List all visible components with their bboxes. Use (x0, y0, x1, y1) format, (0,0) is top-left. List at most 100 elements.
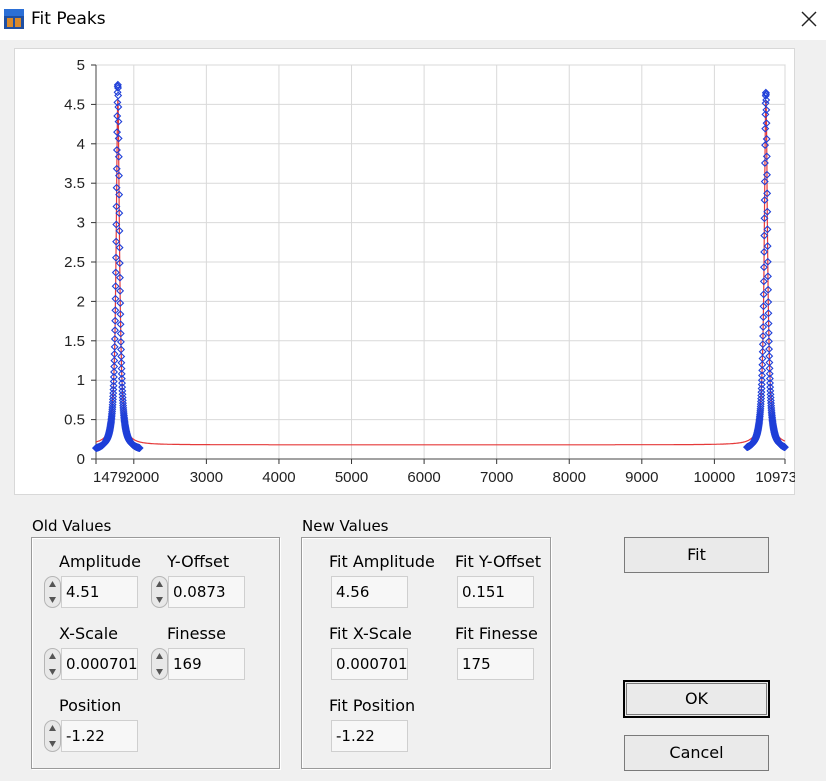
old-amplitude-spinner-icon[interactable] (44, 576, 61, 608)
data-point (115, 171, 123, 180)
x-tick-label: 10000 (694, 469, 736, 486)
y-tick-label: 3.5 (64, 175, 85, 192)
new-values-title: New Values (302, 517, 389, 535)
data-point (758, 347, 767, 356)
old-y-offset-label: Y-Offset (167, 552, 230, 571)
fit-x-scale-field[interactable]: 0.000701 (331, 648, 408, 680)
data-point (765, 369, 774, 378)
data-point (760, 214, 769, 223)
x-tick-label: 2000 (126, 469, 159, 486)
fit-button[interactable]: Fit (624, 537, 769, 573)
data-point (765, 374, 774, 383)
data-point (115, 259, 124, 268)
data-point (766, 383, 775, 392)
ok-button[interactable]: OK (623, 680, 770, 718)
data-point (758, 366, 767, 375)
old-values-group (31, 537, 280, 769)
data-point (114, 83, 123, 92)
fit-position-label: Fit Position (329, 696, 416, 715)
fit-x-scale-label: Fit X-Scale (329, 624, 412, 643)
data-point (114, 134, 123, 143)
data-point (767, 399, 775, 408)
data-point (761, 110, 770, 119)
data-point (116, 286, 125, 295)
old-amplitude-label: Amplitude (59, 552, 141, 571)
data-point (109, 392, 118, 401)
data-point (763, 225, 772, 234)
fit-line (95, 100, 786, 446)
data-point (764, 328, 773, 337)
data-point (758, 340, 767, 349)
data-point (759, 313, 768, 322)
old-y-offset-field[interactable]: 0.0873 (168, 576, 245, 608)
data-point (760, 159, 769, 168)
data-point (761, 124, 770, 133)
x-tick-label: 4000 (262, 469, 295, 486)
data-point (762, 152, 771, 161)
data-point (112, 202, 121, 211)
old-finesse-spinner-icon[interactable] (151, 648, 168, 680)
y-tick-label: 4 (77, 136, 85, 153)
data-point (116, 310, 125, 319)
data-point (758, 360, 767, 369)
data-point (118, 396, 127, 405)
data-point (112, 220, 121, 229)
old-y-offset-spinner-icon[interactable] (151, 576, 168, 608)
data-point (760, 177, 769, 186)
fit-position-field[interactable]: -1.22 (331, 720, 408, 752)
data-point (761, 141, 770, 150)
old-position-field[interactable]: -1.22 (61, 720, 138, 752)
data-point (112, 145, 121, 154)
fit-y-offset-field[interactable]: 0.151 (457, 576, 534, 608)
data-point (135, 444, 144, 453)
fit-amplitude-field[interactable]: 4.56 (331, 576, 408, 608)
data-point (111, 268, 120, 277)
data-point (763, 189, 772, 198)
data-point (765, 364, 774, 373)
data-point (763, 257, 772, 266)
data-point (119, 399, 127, 408)
x-tick-label: 9000 (625, 469, 658, 486)
old-finesse-label: Finesse (167, 624, 226, 643)
old-amplitude-field[interactable]: 4.51 (61, 576, 138, 608)
data-point (110, 350, 119, 358)
y-tick-label: 1.5 (64, 333, 85, 350)
y-tick-label: 1 (77, 372, 85, 389)
data-point (111, 282, 120, 291)
data-point (762, 105, 771, 114)
data-point (117, 374, 126, 383)
old-x-scale-field[interactable]: 0.000701 (61, 648, 138, 680)
cancel-button[interactable]: Cancel (624, 735, 769, 771)
data-point (759, 323, 768, 332)
data-point (109, 381, 118, 390)
data-point (113, 88, 122, 97)
data-point (763, 207, 772, 216)
x-tick-label: 1479 (93, 469, 126, 486)
data-point (111, 294, 120, 303)
data-point (764, 337, 773, 346)
data-point (109, 385, 118, 394)
data-point (757, 388, 766, 397)
data-point (757, 380, 766, 389)
data-point (759, 277, 768, 286)
old-position-spinner-icon[interactable] (44, 720, 61, 752)
data-point (114, 117, 123, 126)
data-point (116, 320, 125, 329)
data-point (118, 379, 127, 388)
x-tick-label: 7000 (480, 469, 513, 486)
data-point (115, 273, 124, 282)
data-point (110, 342, 119, 351)
old-finesse-field[interactable]: 169 (168, 648, 245, 680)
x-tick-label: 3000 (190, 469, 223, 486)
data-point (115, 209, 124, 218)
data-point (116, 337, 125, 346)
close-icon[interactable] (798, 8, 820, 30)
fit-finesse-field[interactable]: 175 (457, 648, 534, 680)
data-point (109, 372, 118, 381)
data-point (780, 443, 789, 452)
old-x-scale-spinner-icon[interactable] (44, 648, 61, 680)
data-point (115, 190, 124, 199)
data-point (758, 371, 767, 380)
title-bar: Fit Peaks (0, 0, 826, 40)
data-point (760, 231, 769, 240)
